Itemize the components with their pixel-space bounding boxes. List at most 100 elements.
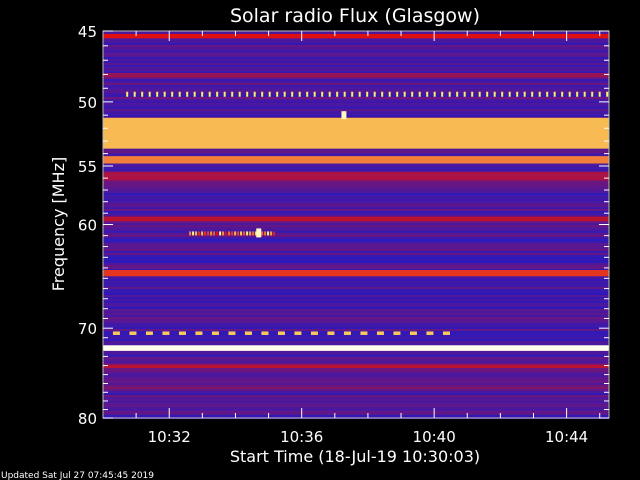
dotted-feature-mark [253, 91, 256, 97]
y-axis: 45 50 55 60 70 80 [78, 23, 609, 428]
background-row [103, 203, 609, 205]
burst-mark [210, 231, 213, 236]
dotted-feature-mark [208, 91, 211, 97]
background-row [103, 383, 609, 385]
dotted-feature-mark [486, 91, 489, 97]
background-row [103, 265, 609, 267]
y-tick-label: 45 [78, 23, 97, 41]
background-row [103, 237, 609, 239]
background-row [103, 249, 609, 251]
dotted-feature-mark [516, 91, 519, 97]
dotted-feature-mark [568, 91, 571, 97]
dotted-feature-mark [606, 91, 609, 97]
dashed-feature-mark [327, 331, 335, 335]
background-row [103, 361, 609, 363]
background-row [103, 311, 609, 313]
burst-mark [213, 231, 216, 236]
dotted-feature-mark [283, 91, 286, 97]
background-row [103, 323, 609, 325]
background-row [103, 83, 609, 85]
x-tick-label: 10:32 [148, 428, 191, 446]
background-row [103, 231, 609, 233]
dotted-feature-mark [321, 91, 324, 97]
background-row [103, 99, 609, 101]
background-row [103, 113, 609, 115]
dotted-feature-mark [546, 91, 549, 97]
burst-mark [264, 231, 267, 236]
background-row [103, 297, 609, 299]
dotted-feature-mark [358, 91, 361, 97]
emission-band [103, 156, 609, 164]
background-row [103, 93, 609, 95]
burst-mark [246, 231, 249, 236]
burst-mark [222, 231, 225, 236]
background-row [103, 239, 609, 241]
background-row [103, 169, 609, 171]
plot-area [103, 31, 609, 419]
background-row [103, 381, 609, 383]
background-row [103, 39, 609, 41]
dashed-feature-mark [195, 331, 203, 335]
y-tick-label: 80 [78, 410, 97, 428]
background-row [103, 263, 609, 265]
background-row [103, 309, 609, 311]
dotted-feature-mark [291, 91, 294, 97]
background-row [103, 413, 609, 415]
background-row [103, 303, 609, 305]
background-row [103, 257, 609, 259]
background-row [103, 277, 609, 279]
background-row [103, 63, 609, 65]
background-row [103, 407, 609, 409]
dotted-feature-mark [366, 91, 369, 97]
dotted-feature-mark [313, 91, 316, 97]
features-layer [112, 91, 609, 335]
dotted-feature-mark [133, 91, 136, 97]
dashed-feature-mark [442, 331, 450, 335]
dotted-feature-mark [216, 91, 219, 97]
background-row [103, 325, 609, 327]
background-row [103, 363, 609, 365]
burst-mark [240, 231, 243, 236]
burst-mark [204, 231, 207, 236]
burst-mark [273, 231, 276, 236]
dotted-feature-mark [328, 91, 331, 97]
background-row [103, 213, 609, 215]
background-row [103, 341, 609, 343]
dotted-feature-mark [336, 91, 339, 97]
background-row [103, 101, 609, 103]
background-row [103, 69, 609, 71]
background-row [103, 371, 609, 373]
background-row [103, 269, 609, 271]
background-row [103, 165, 609, 167]
background-row [103, 197, 609, 199]
background-row [103, 379, 609, 381]
background-row [103, 285, 609, 287]
dotted-feature-mark [448, 91, 451, 97]
emission-band [103, 387, 609, 389]
burst-mark [201, 231, 204, 236]
background-row [103, 85, 609, 87]
emission-band [103, 33, 609, 39]
dashed-feature-mark [145, 331, 153, 335]
emission-band [103, 270, 609, 277]
background-row [103, 199, 609, 201]
background-row [103, 295, 609, 297]
dotted-feature-mark [478, 91, 481, 97]
dotted-feature-mark [178, 91, 181, 97]
y-tick-label: 55 [78, 158, 97, 176]
dashed-feature-mark [211, 331, 219, 335]
dotted-feature-mark [411, 91, 414, 97]
y-axis-label: Frequency [MHz] [49, 157, 68, 291]
dashed-feature-mark [129, 331, 137, 335]
background-row [103, 65, 609, 67]
background-row [103, 339, 609, 341]
dotted-feature-mark [141, 91, 144, 97]
background-row [103, 115, 609, 117]
burst-mark [252, 231, 255, 236]
dotted-feature-mark [156, 91, 159, 97]
background-row [103, 45, 609, 47]
background-row [103, 67, 609, 69]
background-row [103, 255, 609, 257]
background-row [103, 41, 609, 43]
x-tick-label: 10:44 [545, 428, 588, 446]
